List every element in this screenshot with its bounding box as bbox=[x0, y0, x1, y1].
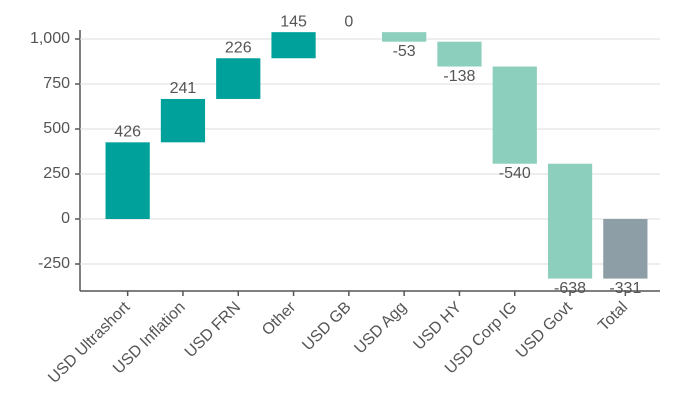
data-label: -53 bbox=[393, 43, 416, 60]
x-tick-label: USD HY bbox=[410, 299, 465, 354]
data-label: -138 bbox=[443, 68, 475, 85]
x-tick-label: USD Govt bbox=[513, 298, 576, 361]
data-label: 145 bbox=[280, 13, 307, 30]
y-tick-label: 500 bbox=[43, 120, 70, 137]
x-tick-label: Total bbox=[595, 299, 631, 335]
data-label: 241 bbox=[170, 80, 197, 97]
data-label: -331 bbox=[609, 280, 641, 297]
bar bbox=[547, 163, 593, 279]
data-label: -540 bbox=[499, 165, 531, 182]
x-tick-label: USD Agg bbox=[351, 299, 410, 358]
bar bbox=[492, 66, 537, 164]
bar bbox=[271, 32, 316, 59]
bar bbox=[437, 41, 482, 67]
x-tick-label: USD GB bbox=[299, 299, 354, 354]
bar bbox=[105, 142, 150, 219]
bar bbox=[216, 58, 261, 99]
y-tick-label: -250 bbox=[38, 255, 70, 272]
y-tick-label: 1,000 bbox=[30, 30, 70, 47]
y-tick-label: 250 bbox=[43, 165, 70, 182]
y-tick-label: 0 bbox=[61, 210, 70, 227]
data-label: 226 bbox=[225, 39, 252, 56]
bar bbox=[160, 98, 206, 143]
x-tick-label: USD FRN bbox=[182, 299, 244, 361]
data-label: 0 bbox=[344, 13, 353, 30]
data-label: 426 bbox=[114, 124, 141, 141]
data-label: -638 bbox=[554, 280, 586, 297]
bar bbox=[603, 219, 648, 279]
bar bbox=[382, 32, 427, 42]
x-tick-label: Other bbox=[259, 298, 300, 339]
y-tick-label: 750 bbox=[43, 75, 70, 92]
